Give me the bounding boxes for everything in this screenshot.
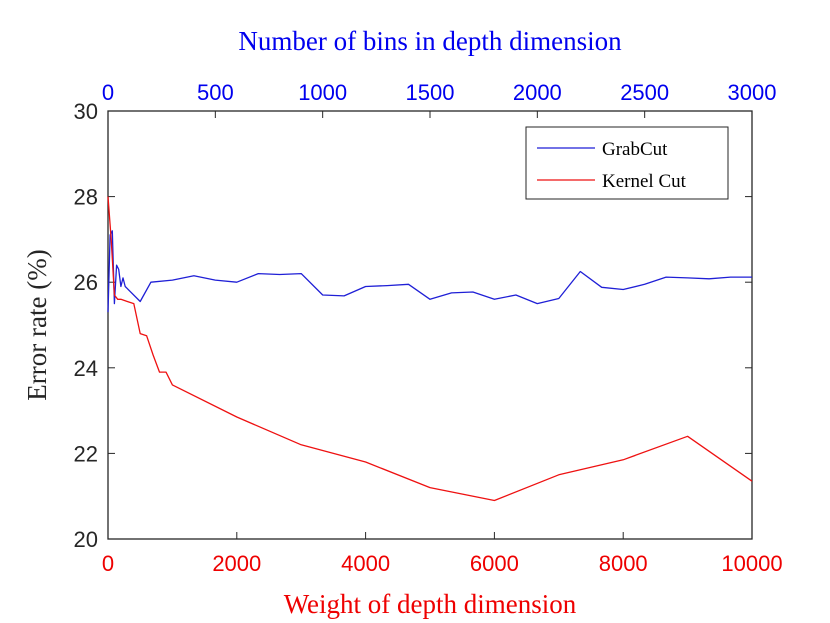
y-tick-label: 30 <box>74 99 98 124</box>
legend-label-kernel-cut: Kernel Cut <box>602 171 687 192</box>
series-line-kernel-cut <box>107 196 753 502</box>
bottom-x-tick-label: 0 <box>102 551 114 576</box>
series-line-grabcut <box>107 230 752 313</box>
y-tick-label: 26 <box>74 270 98 295</box>
top-axis-title: Number of bins in depth dimension <box>238 26 622 56</box>
bottom-axis-title: Weight of depth dimension <box>284 589 577 619</box>
top-x-tick-label: 500 <box>197 80 234 105</box>
top-x-tick-label: 2000 <box>513 80 562 105</box>
bottom-x-tick-label: 8000 <box>599 551 648 576</box>
y-tick-label: 20 <box>74 527 98 552</box>
y-tick-label: 24 <box>74 356 98 381</box>
axis-ticks <box>107 110 753 540</box>
top-x-tick-label: 1500 <box>406 80 455 105</box>
top-x-tick-label: 0 <box>102 80 114 105</box>
y-axis-title: Error rate (%) <box>22 249 52 400</box>
tick-labels: 0 2000 4000 6000 8000 10000 0 500 1000 1500 2000 25… <box>74 80 783 576</box>
top-x-tick-label: 2500 <box>620 80 669 105</box>
series-layer <box>107 196 753 502</box>
legend: GrabCut Kernel Cut <box>525 126 729 200</box>
top-x-tick-label: 3000 <box>728 80 777 105</box>
top-x-tick-label: 1000 <box>298 80 347 105</box>
bottom-x-tick-label: 6000 <box>470 551 519 576</box>
bottom-x-tick-label: 10000 <box>721 551 782 576</box>
bottom-x-tick-label: 2000 <box>212 551 261 576</box>
legend-box <box>525 126 729 200</box>
bottom-x-tick-label: 4000 <box>341 551 390 576</box>
y-tick-label: 22 <box>74 441 98 466</box>
legend-label-grabcut: GrabCut <box>602 139 668 160</box>
y-tick-label: 28 <box>74 185 98 210</box>
